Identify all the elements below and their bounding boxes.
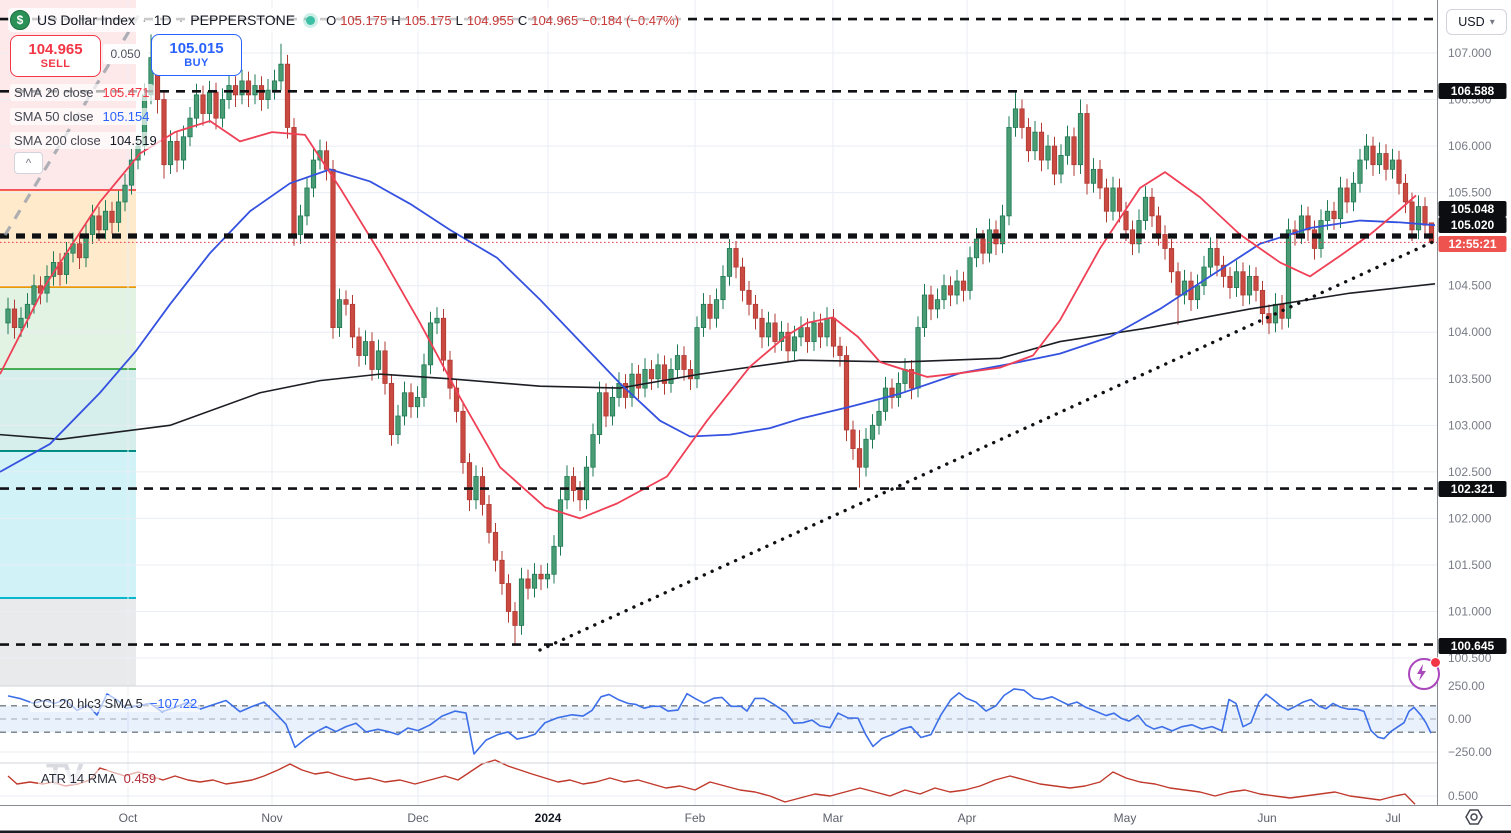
candlestick-series bbox=[5, 34, 1435, 645]
collapse-legend-button[interactable]: ^ bbox=[14, 152, 43, 174]
time-axis: Oct Nov Dec 2024 Feb Mar Apr May Jun Jul bbox=[0, 805, 1511, 833]
time-axis-label: 2024 bbox=[535, 811, 562, 825]
price-tick: 106.000 bbox=[1448, 139, 1492, 153]
time-axis-label: Nov bbox=[261, 811, 282, 825]
time-axis-label: Feb bbox=[685, 811, 706, 825]
price-tag: 105.020 bbox=[1451, 218, 1495, 232]
sma20-line bbox=[0, 120, 1417, 520]
price-tick: 104.500 bbox=[1448, 279, 1492, 293]
sma50-line bbox=[0, 168, 1436, 473]
price-tick: 103.000 bbox=[1448, 418, 1492, 432]
price-tick: 103.500 bbox=[1448, 372, 1492, 386]
time-axis-label: Apr bbox=[958, 811, 977, 825]
ohlc-readout: O 105.175 H 105.175 L 104.955 C 104.965 −0.1… bbox=[326, 12, 680, 28]
chevron-down-icon: ▾ bbox=[1489, 16, 1495, 28]
cci-tick: 0.00 bbox=[1448, 712, 1472, 726]
sma200-line bbox=[0, 283, 1436, 441]
cci-band bbox=[0, 705, 1437, 733]
price-axis: 107.000106.500106.000105.500104.500104.0… bbox=[1437, 0, 1511, 833]
legend-separator: · bbox=[142, 12, 147, 28]
quick-trade-button[interactable] bbox=[1408, 657, 1441, 690]
buy-button[interactable]: 105.015 BUY bbox=[151, 34, 242, 76]
cci-line bbox=[7, 688, 1432, 755]
cci-indicator-legend[interactable]: CCI 20 hlc3 SMA 5 −107.22 bbox=[30, 695, 201, 712]
price-tick: 107.000 bbox=[1448, 46, 1492, 60]
chevron-up-icon: ^ bbox=[25, 156, 32, 170]
indicator-legend-sma50[interactable]: SMA 50 close 105.154 bbox=[10, 108, 154, 125]
indicator-legend-sma20[interactable]: SMA 20 close 105.471 bbox=[10, 84, 154, 101]
change-readout: −0.184 (−0.47%) bbox=[582, 12, 680, 28]
cci-tick: 250.00 bbox=[1448, 679, 1485, 693]
sell-price: 104.965 bbox=[28, 41, 83, 59]
indicator-legend-sma200[interactable]: SMA 200 close 104.519 bbox=[10, 132, 161, 149]
price-tick: 102.500 bbox=[1448, 465, 1492, 479]
time-axis-label: Oct bbox=[119, 811, 138, 825]
settings-hexagon-icon bbox=[1465, 809, 1483, 825]
price-tick: 105.500 bbox=[1448, 186, 1492, 200]
buy-price: 105.015 bbox=[169, 40, 224, 58]
pivot-bands bbox=[0, 0, 136, 686]
spread-value: 0.050 bbox=[103, 44, 148, 64]
price-tick: 104.000 bbox=[1448, 325, 1492, 339]
atr-value: 0.459 bbox=[123, 771, 157, 786]
pane-separators bbox=[0, 685, 1511, 764]
symbol-logo-icon: $ bbox=[10, 10, 30, 30]
time-axis-label: May bbox=[1114, 811, 1137, 825]
time-axis-label: Mar bbox=[823, 811, 844, 825]
sell-button[interactable]: 104.965 SELL bbox=[10, 35, 101, 77]
market-open-dot-icon bbox=[306, 15, 316, 25]
price-tag: 106.588 bbox=[1451, 84, 1495, 98]
notification-dot bbox=[1430, 657, 1441, 668]
time-axis-label: Jun bbox=[1257, 811, 1276, 825]
cci-tick: −250.00 bbox=[1448, 745, 1492, 759]
pane-settings-button[interactable] bbox=[1456, 806, 1490, 828]
gray-dashed-trendline bbox=[3, 9, 144, 236]
symbol-name[interactable]: US Dollar Index bbox=[37, 12, 136, 28]
atr-indicator-legend[interactable]: ATR 14 RMA 0.459 bbox=[38, 770, 160, 787]
price-tag: 102.321 bbox=[1451, 482, 1495, 496]
sma200-value: 104.519 bbox=[109, 133, 157, 148]
time-axis-label: Dec bbox=[407, 811, 428, 825]
price-tag: 12:55:21 bbox=[1448, 237, 1496, 251]
price-tick: 102.000 bbox=[1448, 511, 1492, 525]
price-tick: 100.500 bbox=[1448, 651, 1492, 665]
lightning-bolt-icon bbox=[1417, 664, 1426, 681]
exchange-name: PEPPERSTONE bbox=[190, 12, 296, 28]
price-tag: 105.048 bbox=[1451, 202, 1495, 216]
price-tag: 100.645 bbox=[1451, 639, 1495, 653]
atr-line bbox=[7, 759, 1416, 805]
sma20-value: 105.471 bbox=[102, 85, 150, 100]
currency-selector[interactable]: USD ▾ bbox=[1446, 9, 1507, 35]
sma50-value: 105.154 bbox=[102, 109, 150, 124]
price-tick: 101.500 bbox=[1448, 558, 1492, 572]
cci-value: −107.22 bbox=[149, 696, 198, 711]
timeframe[interactable]: 1D bbox=[153, 12, 172, 28]
atr-tick: 0.500 bbox=[1448, 789, 1478, 803]
symbol-legend[interactable]: $ US Dollar Index · 1D · PEPPERSTONE O 10… bbox=[8, 8, 686, 32]
time-axis-label: Jul bbox=[1385, 811, 1400, 825]
price-tick: 101.000 bbox=[1448, 604, 1492, 618]
legend-separator: · bbox=[178, 12, 184, 28]
dotted-trendline bbox=[538, 238, 1439, 652]
